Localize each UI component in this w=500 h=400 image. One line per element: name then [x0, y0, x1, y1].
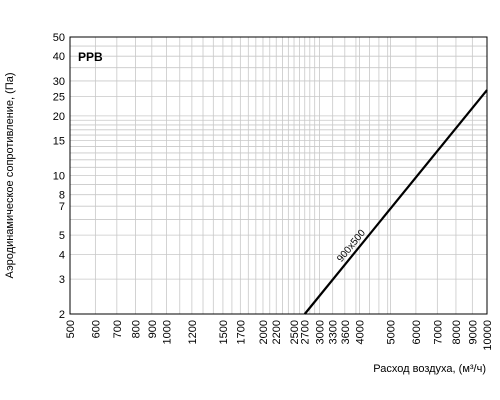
y-tick-label: 20: [53, 111, 65, 123]
x-tick-label: 7000: [432, 320, 444, 344]
chart-title: PPB: [78, 50, 103, 64]
y-tick-labels: 2 3 4 5 78 10 15 20 25 30 40 50: [53, 32, 65, 321]
y-tick-label: 50: [53, 32, 65, 44]
x-axis-title: Расход воздуха, (м³/ч): [373, 363, 486, 375]
y-tick-label: 3: [59, 274, 65, 286]
x-tick-label: 2500: [289, 320, 301, 344]
x-tick-label: 10000: [482, 320, 494, 351]
x-tick-label: 2000: [258, 320, 270, 344]
x-tick-label: 2200: [271, 320, 283, 344]
y-tick-label: 10: [53, 171, 65, 183]
x-tick-label: 500: [65, 320, 77, 338]
y-tick-label: 15: [53, 136, 65, 148]
x-tick-label: 800: [130, 320, 142, 338]
series-layer: 900x500: [303, 89, 488, 315]
y-tick-label: 40: [53, 51, 65, 63]
x-tick-label: 700: [112, 320, 124, 338]
x-tick-label: 3300: [328, 320, 340, 344]
x-tick-label: 5000: [386, 320, 398, 344]
y-tick-label: 4: [59, 249, 65, 261]
x-tick-label: 8000: [451, 320, 463, 344]
x-tick-label: 900: [147, 320, 159, 338]
y-tick-label: 30: [53, 76, 65, 88]
series-label: 900x500: [335, 227, 368, 264]
x-tick-label: 2700: [300, 320, 312, 344]
x-tick-label: 600: [90, 320, 102, 338]
y-tick-label: 2: [59, 309, 65, 321]
y-tick-label: 5: [59, 230, 65, 242]
y-tick-label: 7: [59, 201, 65, 213]
x-tick-label: 1700: [235, 320, 247, 344]
plot-frame: [69, 36, 488, 315]
x-tick-label: 3600: [340, 320, 352, 344]
y-tick-label: 8: [59, 190, 65, 202]
x-tick-label: 9000: [467, 320, 479, 344]
x-tick-label: 3000: [314, 320, 326, 344]
grid: [69, 36, 488, 315]
x-tick-label: 6000: [411, 320, 423, 344]
x-tick-labels: 500 600 700 800 900 1000 1200 1500 1700 2000 2200 2…: [65, 320, 494, 351]
x-tick-label: 1000: [161, 320, 173, 344]
series-line: [303, 89, 488, 315]
x-tick-label: 1200: [187, 320, 199, 344]
x-tick-label: 1500: [218, 320, 230, 344]
y-axis-title: Аэродинамическое сопротивление, (Па): [4, 72, 16, 278]
x-tick-label: 4000: [354, 320, 366, 344]
y-tick-label: 25: [53, 92, 65, 104]
